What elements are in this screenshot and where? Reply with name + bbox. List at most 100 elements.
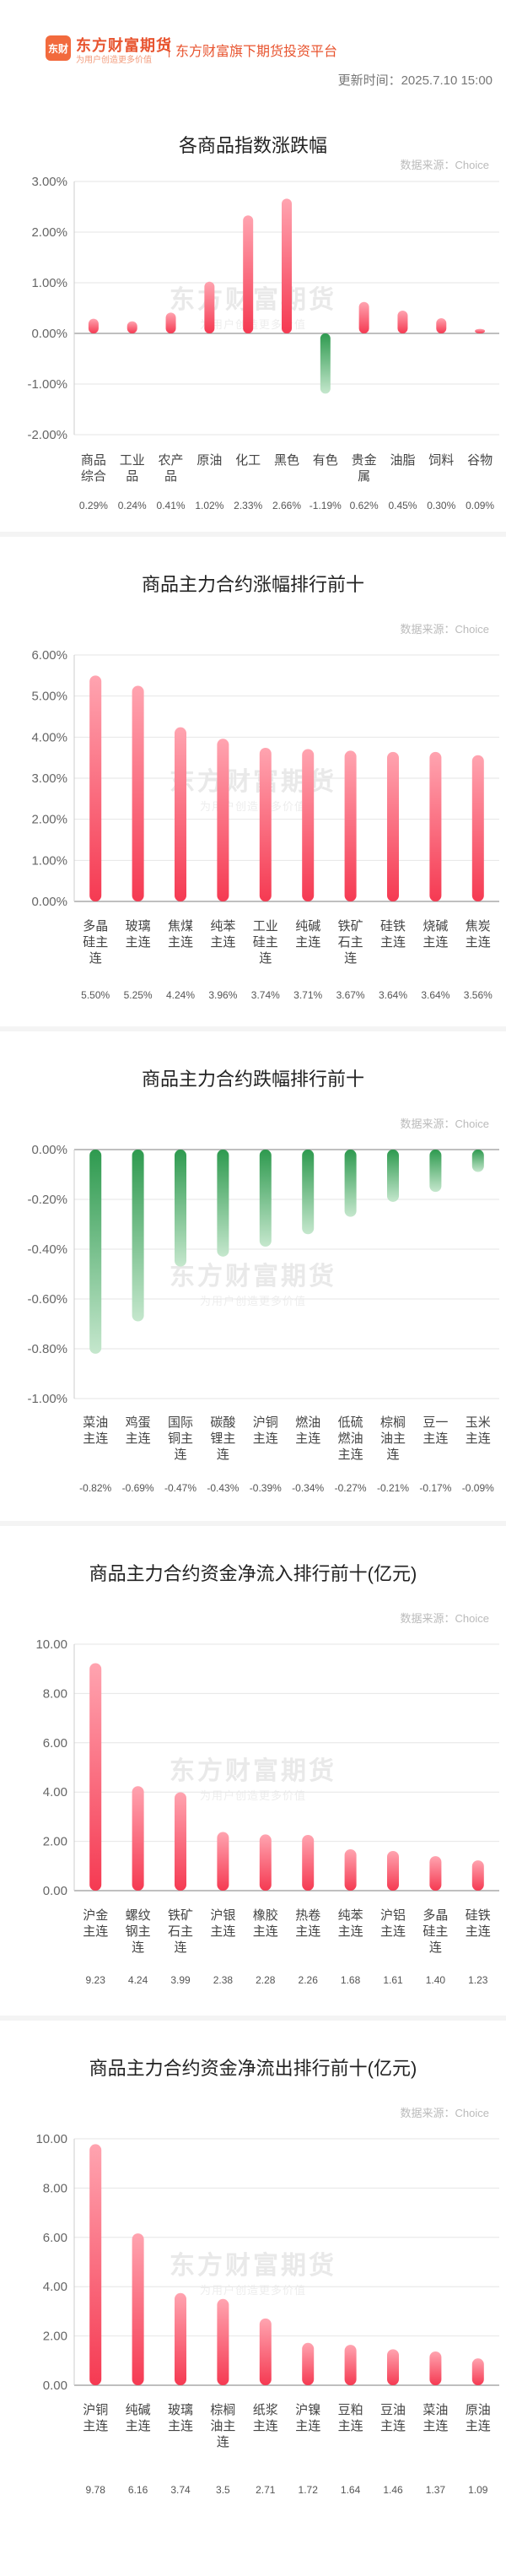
category-label: 玻璃主连	[168, 2403, 193, 2433]
section-divider	[0, 1521, 506, 1526]
bar	[217, 739, 229, 901]
category-label: 原油	[196, 453, 222, 468]
bar	[302, 1835, 315, 1891]
value-label: -0.21%	[377, 1482, 409, 1494]
chart-title: 商品主力合约资金净流入排行前十(亿元)	[89, 1563, 417, 1584]
value-label: 3.99	[170, 1974, 191, 1986]
value-label: 0.62%	[350, 500, 379, 511]
bar	[429, 1856, 442, 1891]
y-tick-label: -0.20%	[27, 1193, 67, 1207]
category-label: 纯苯主连	[210, 919, 235, 950]
category-label: 豆一主连	[423, 1415, 448, 1446]
bar	[132, 1150, 144, 1322]
bar	[217, 2298, 229, 2385]
category-label: 沪镍主连	[295, 2402, 320, 2433]
category-label: 玻璃主连	[126, 919, 151, 950]
category-label: 铁矿石主连	[338, 919, 363, 966]
chart-top-losers: 东方财富期货 为用户创造更多价值 商品主力合约跌幅排行前十 数据来源：Choice 0.…	[0, 1031, 506, 1521]
bar	[471, 2358, 484, 2385]
value-label: -0.09%	[462, 1482, 494, 1494]
y-tick-label: 0.00	[43, 2378, 67, 2393]
value-label: -0.69%	[122, 1482, 154, 1494]
chart-title: 商品主力合约资金净流出排行前十(亿元)	[89, 2058, 417, 2079]
bar	[175, 2292, 186, 2385]
category-label: 饲料	[428, 453, 454, 468]
data-source: 数据来源：Choice	[401, 1612, 489, 1625]
bar	[243, 215, 254, 333]
watermark-logo: 东方财富期货	[170, 2251, 336, 2280]
chart-title: 各商品指数涨跌幅	[179, 135, 327, 156]
category-label: 低硫燃油主连	[338, 1415, 363, 1462]
y-tick-label: 0.00%	[31, 895, 67, 909]
category-label: 贵金属	[352, 453, 377, 484]
value-label: 1.64	[341, 2484, 361, 2496]
bar	[217, 1150, 229, 1257]
bar	[429, 1150, 442, 1193]
category-label: 热卷主连	[295, 1908, 320, 1939]
value-label: -0.34%	[292, 1482, 324, 1494]
bar	[429, 751, 442, 901]
chart-top-gainers: 东方财富期货 为用户创造更多价值 商品主力合约涨幅排行前十 数据来源：Choice 6.…	[0, 537, 506, 1026]
bar	[302, 1150, 315, 1235]
category-label: 玉米主连	[466, 1415, 491, 1446]
category-label: 纯苯主连	[338, 1908, 363, 1939]
category-label: 沪银主连	[210, 1908, 235, 1939]
bar	[471, 755, 484, 901]
category-label: 菜油主连	[83, 1415, 108, 1446]
brand-logo-icon: 东财	[46, 35, 71, 61]
category-label: 燃油主连	[295, 1415, 320, 1446]
y-tick-label: -0.60%	[27, 1292, 67, 1307]
bar	[302, 749, 315, 901]
y-tick-label: 2.00	[43, 1835, 67, 1849]
value-label: -0.47%	[164, 1482, 196, 1494]
value-label: -0.27%	[335, 1482, 367, 1494]
bar	[259, 1834, 272, 1891]
value-label: -0.43%	[207, 1482, 239, 1494]
value-label: 5.25%	[124, 989, 153, 1001]
category-label: 豆粕主连	[338, 2403, 363, 2433]
value-label: 3.74%	[251, 989, 280, 1001]
category-label: 硅铁主连	[380, 919, 406, 950]
category-label: 原油主连	[466, 2403, 491, 2433]
value-label: 3.67%	[336, 989, 365, 1001]
value-label: -0.39%	[250, 1482, 282, 1494]
section-divider	[0, 532, 506, 537]
bar	[471, 1860, 484, 1891]
bar	[344, 1150, 357, 1217]
y-tick-label: -2.00%	[27, 428, 67, 442]
bar	[320, 333, 331, 394]
value-label: -0.82%	[79, 1482, 111, 1494]
value-label: 1.40	[426, 1974, 446, 1986]
bar	[259, 1150, 272, 1247]
value-label: 0.09%	[466, 500, 494, 511]
data-source: 数据来源：Choice	[401, 623, 489, 636]
value-label: 9.23	[86, 1974, 106, 1986]
y-tick-label: 6.00	[43, 2231, 67, 2245]
value-label: 0.45%	[388, 500, 417, 511]
y-tick-label: -1.00%	[27, 1392, 67, 1406]
brand-slogan: 为用户创造更多价值	[76, 56, 152, 65]
value-label: 1.46	[383, 2484, 403, 2496]
section-divider	[0, 2016, 506, 2021]
category-label: 沪铜主连	[83, 2403, 108, 2433]
category-label: 黑色	[274, 453, 299, 468]
bar	[397, 311, 408, 333]
category-label: 鸡蛋主连	[126, 1415, 151, 1446]
category-label: 焦煤主连	[168, 919, 193, 950]
bar	[436, 318, 447, 333]
category-label: 硅铁主连	[466, 1908, 491, 1939]
y-tick-label: 8.00	[43, 1686, 67, 1701]
data-source: 数据来源：Choice	[401, 2107, 489, 2119]
watermark-slogan: 为用户创造更多价值	[200, 1295, 306, 1307]
watermark-logo: 东方财富期货	[170, 1262, 336, 1291]
y-tick-label: 3.00%	[31, 771, 67, 786]
category-label: 国际铜主连	[168, 1415, 193, 1462]
bar	[217, 1832, 229, 1891]
y-tick-label: -1.00%	[27, 377, 67, 392]
platform-title: 东方财富旗下期货投资平台	[175, 45, 338, 59]
category-label: 农产品	[159, 453, 184, 484]
category-label: 豆油主连	[380, 2403, 406, 2433]
bar	[175, 727, 186, 901]
value-label: 2.28	[256, 1974, 276, 1986]
bar	[429, 2351, 442, 2385]
